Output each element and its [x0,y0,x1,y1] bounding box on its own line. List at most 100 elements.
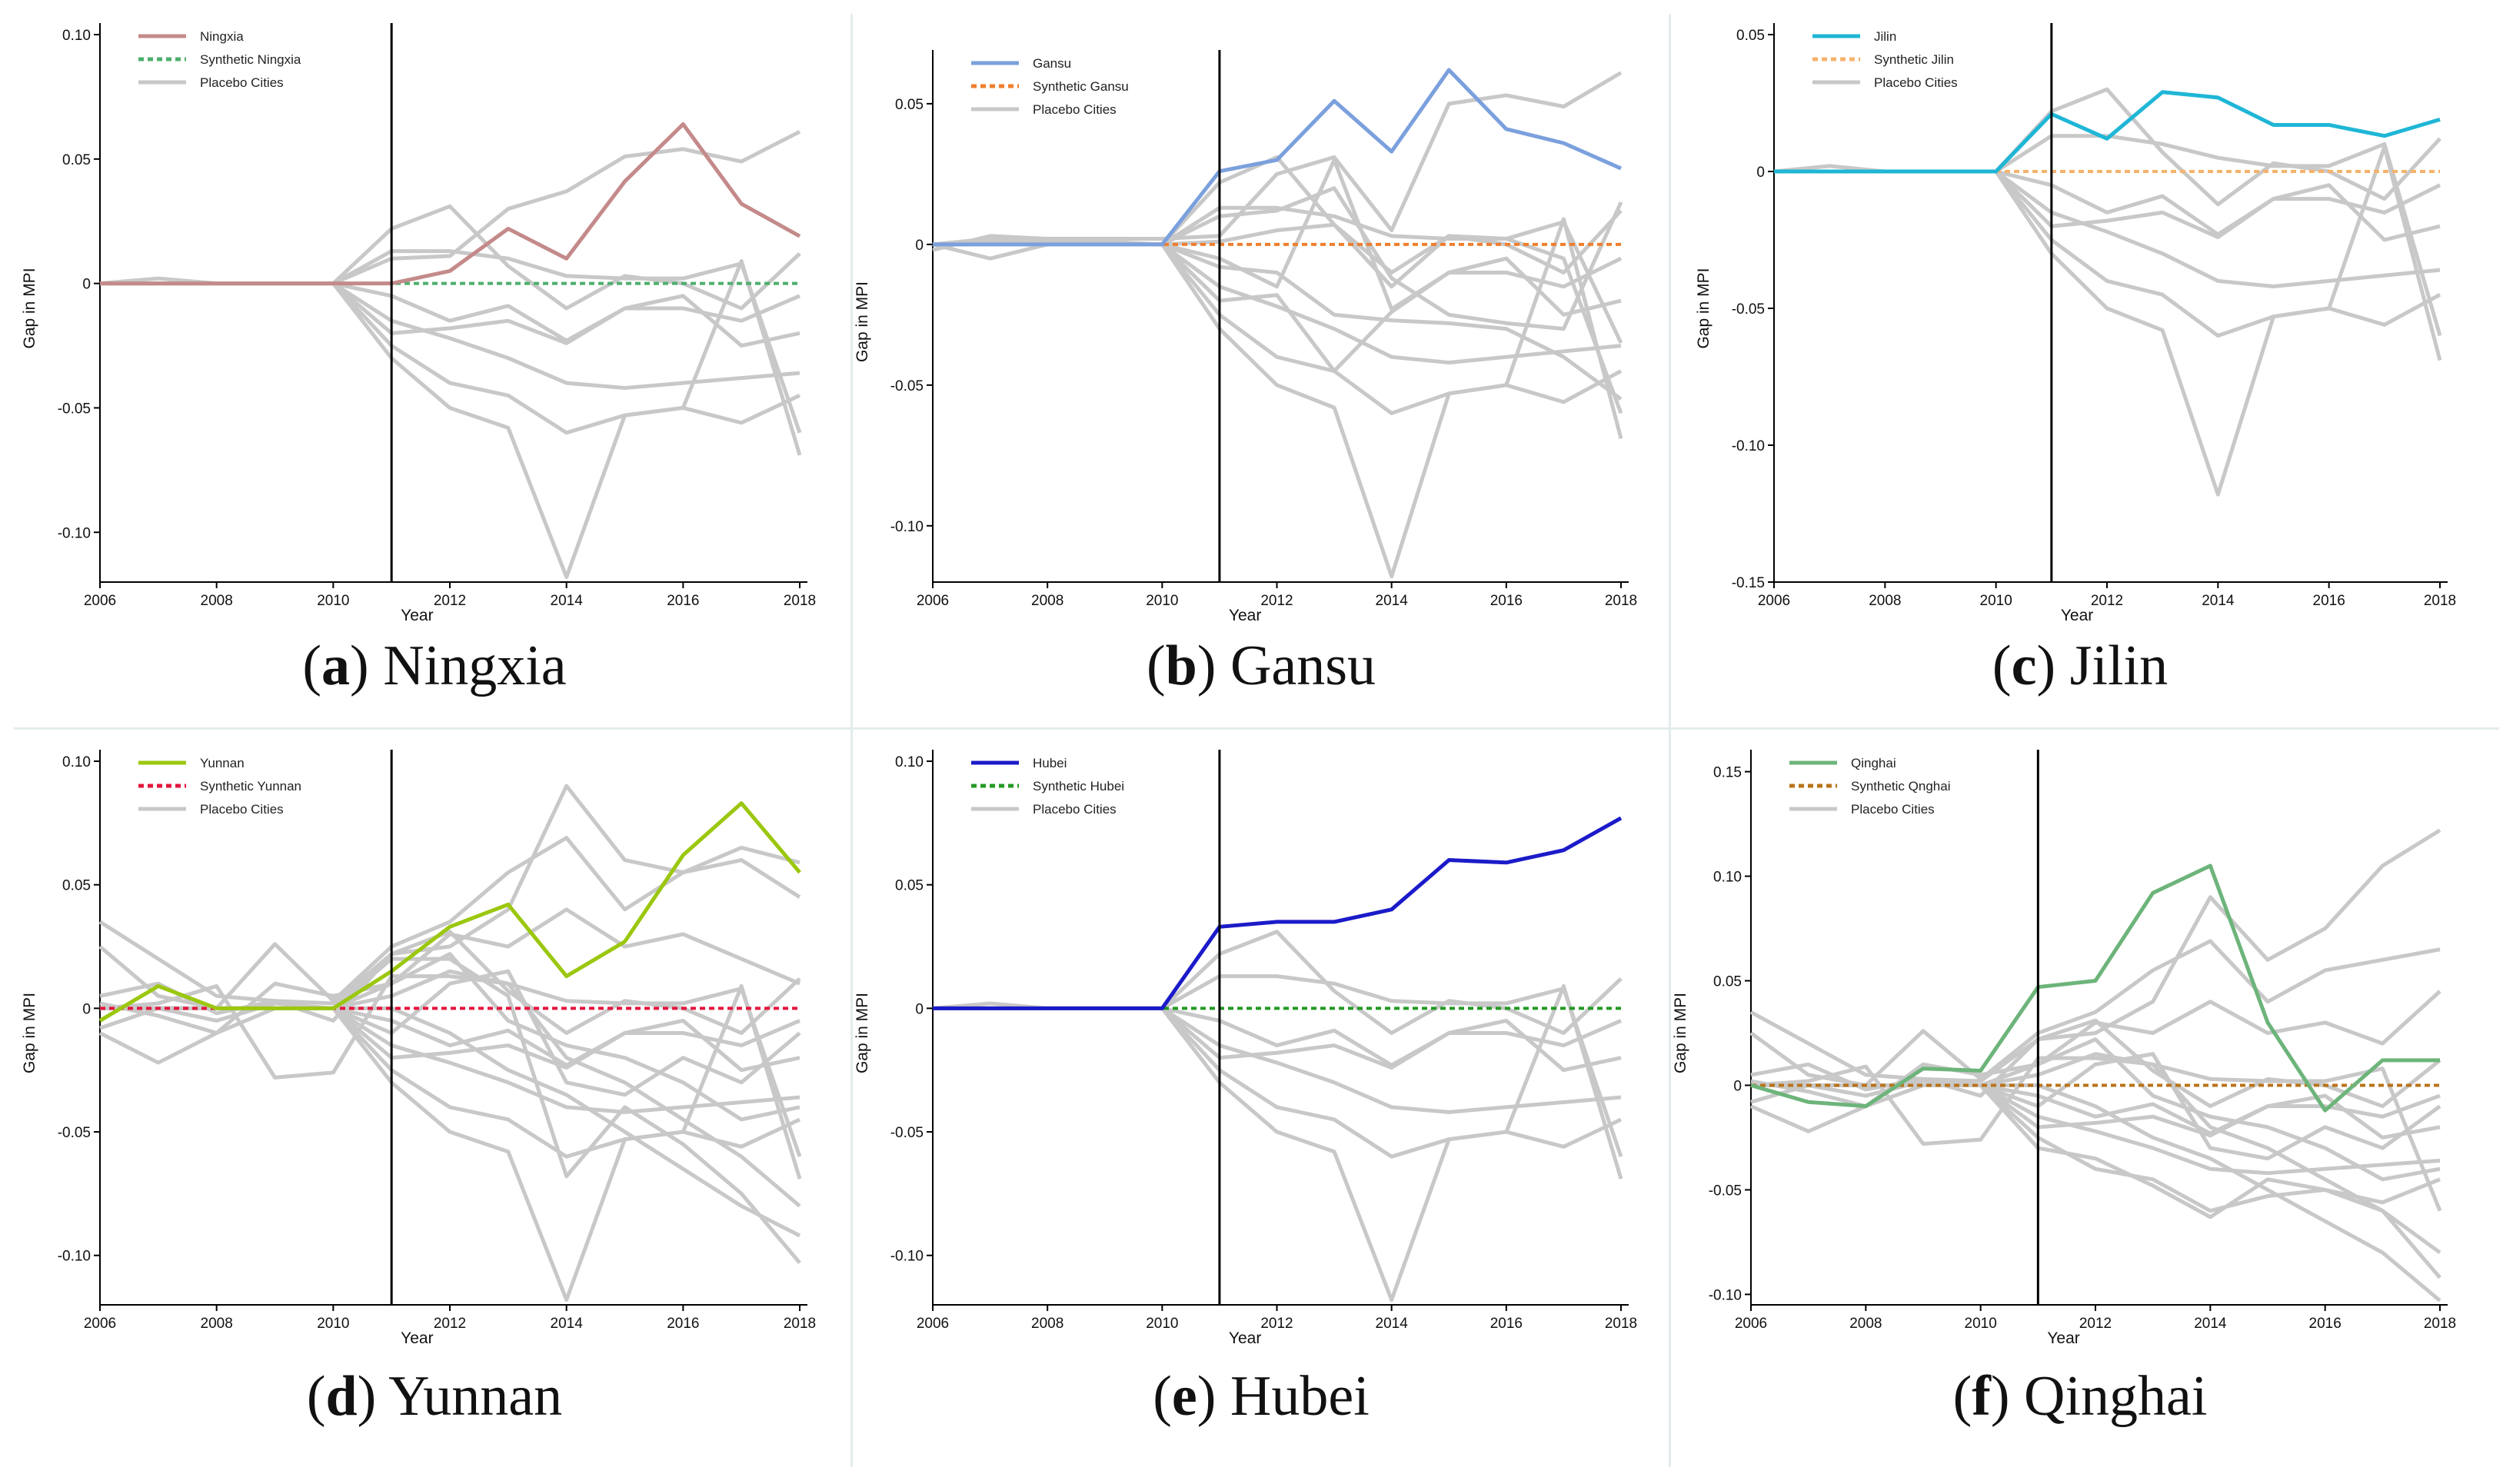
x-tick-label: 2018 [2424,1316,2456,1332]
panel-letter: a [321,634,350,697]
x-tick-label: 2006 [84,593,116,609]
x-tick-label: 2010 [317,593,349,609]
x-tick-label: 2012 [1260,1316,1293,1332]
placebo-line [933,983,1623,1303]
x-tick-label: 2008 [1849,1316,1882,1332]
panel-name: Hubei [1230,1365,1370,1428]
y-tick-label: 0 [1756,165,1765,181]
x-tick-label: 2016 [667,593,699,609]
placebo-line [99,1001,800,1067]
placebo-line [1774,169,2441,289]
treated-line [933,68,1623,247]
x-tick-label: 2016 [667,1316,699,1332]
placebo-line [100,1006,800,1114]
x-tick-label: 2014 [2194,1316,2227,1332]
y-tick-label: 0.05 [895,878,924,894]
y-tick-label: 0 [82,277,91,293]
x-tick-label: 2018 [2424,593,2456,609]
panel-letter: c [2012,634,2037,697]
panel-caption: (c) Jilin [1992,634,2168,697]
x-tick-label: 2018 [1605,593,1637,609]
panel-d: 0.10 0.05 0 -0.05 -0.10 2006 2008 2010 2012 2014 2… [21,750,816,1428]
panel-caption: (d) Yunnan [307,1365,562,1428]
y-axis-label: Gap in MPI [1672,993,1689,1073]
legend-synthetic-label: Synthetic Gansu [1033,79,1129,94]
y-tick-label: 0.05 [62,152,91,168]
panel-a: 0.10 0.05 0 -0.05 -0.10 2006 2008 2010 2012 2014 2… [21,23,816,697]
x-tick-label: 2014 [1376,593,1409,609]
placebo-line [99,974,802,1158]
legend-placebo-label: Placebo Cities [1033,802,1117,817]
y-tick-label: 0.05 [1736,28,1765,44]
panel-b: 0.05 0 -0.05 -0.10 2006 2008 2010 2012 2014 2016 2… [854,50,1637,697]
y-tick-label: 0.05 [62,878,91,894]
grid-divider-v2 [1669,14,1671,1467]
placebo-line [933,242,1622,365]
panel-name: Yunnan [388,1365,562,1428]
legend-treated-label: Jilin [1874,29,1896,44]
y-tick-label: 0 [82,1001,91,1017]
panel-caption: (b) Gansu [1147,634,1376,697]
y-tick-label: -0.05 [890,1125,924,1141]
x-tick-label: 2012 [1260,593,1293,609]
y-tick-label: 0.10 [62,28,91,44]
placebo-line [100,1006,801,1238]
panel-caption: (a) Ningxia [302,634,566,697]
legend-synthetic-label: Synthetic Jilin [1874,52,1954,67]
y-tick-label: 0 [915,1001,924,1017]
x-tick-label: 2006 [917,593,949,609]
y-tick-label: -0.05 [58,401,91,417]
x-axis-label: Year [2047,1329,2079,1347]
treated-line [100,122,801,286]
y-tick-label: -0.10 [890,1249,924,1265]
x-tick-label: 2008 [201,1316,233,1332]
x-tick-label: 2008 [1031,1316,1063,1332]
panel-letter: e [1172,1365,1197,1428]
legend-treated-label: Gansu [1033,56,1071,71]
x-axis-label: Year [1229,1329,1261,1347]
y-tick-label: -0.05 [1732,301,1765,318]
panel-c: 0.05 0 -0.05 -0.10 -0.15 2006 2008 2010 2012 2014… [1695,23,2456,697]
panel-name: Qinghai [2024,1365,2207,1428]
legend-treated-label: Hubei [1033,756,1067,770]
x-axis-label: Year [401,607,433,624]
y-tick-label: -0.10 [890,519,924,535]
placebo-line [1749,828,2441,1083]
y-tick-label: -0.05 [1709,1183,1742,1199]
y-tick-label: -0.15 [1732,575,1765,591]
x-tick-label: 2006 [1735,1316,1767,1332]
y-tick-label: -0.10 [58,1249,91,1265]
y-tick-label: 0 [1733,1078,1742,1094]
legend-synthetic-label: Synthetic Qnghai [1851,779,1950,794]
x-tick-label: 2016 [1490,593,1523,609]
x-axis-label: Year [2061,607,2093,624]
panel-name: Gansu [1230,634,1376,697]
x-tick-label: 2010 [1980,593,2012,609]
x-tick-label: 2014 [2202,593,2235,609]
placebo-line [1773,87,2441,207]
legend-treated-label: Yunnan [200,756,245,770]
placebo-line [1774,169,2441,242]
placebo-line [932,71,1623,252]
x-tick-label: 2006 [1758,593,1790,609]
panel-name: Ningxia [383,634,566,697]
placebo-line [100,281,800,391]
treated-line [933,816,1623,1010]
x-tick-label: 2018 [784,1316,816,1332]
legend-placebo-label: Placebo Cities [1874,75,1958,90]
placebo-line [100,281,800,343]
x-tick-label: 2006 [84,1316,116,1332]
panel-letter: b [1166,634,1197,697]
panel-f: 0.15 0.10 0.05 0 -0.05 -0.10 2006 2008 2010 2012 2… [1672,750,2456,1428]
placebo-line [100,259,802,580]
x-tick-label: 2008 [1869,593,1901,609]
legend-synthetic-label: Synthetic Ningxia [200,52,301,67]
x-tick-label: 2018 [784,593,816,609]
y-tick-label: -0.10 [58,525,91,541]
y-tick-label: 0 [915,238,924,254]
y-tick-label: -0.10 [1709,1287,1742,1303]
x-axis-label: Year [401,1329,433,1347]
x-tick-label: 2012 [2091,593,2123,609]
